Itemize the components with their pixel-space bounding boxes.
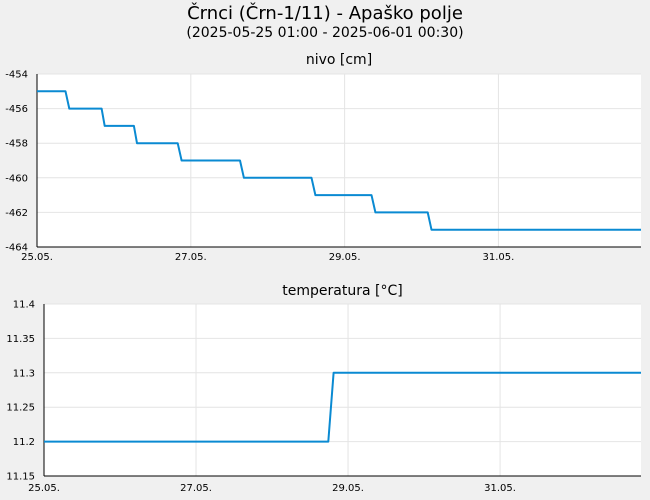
plot-area (44, 304, 641, 476)
x-tick-label: 29.05. (332, 483, 364, 494)
y-tick-label: 11.35 (6, 334, 35, 345)
panel-2: temperatura [°C] 11.4 11.35 11.3 11.25 11.2 11… (6, 283, 641, 494)
x-tick-label: 27.05. (175, 252, 207, 263)
y-tick-label: -460 (5, 173, 28, 184)
y-tick-label: 11.4 (13, 300, 35, 311)
y-tick-label: -462 (5, 208, 28, 219)
series-line (37, 90, 641, 231)
y-tick-label: -458 (5, 139, 28, 150)
x-tick-label: 25.05. (28, 483, 60, 494)
x-tick-label: 31.05. (484, 483, 516, 494)
y-tick-label: -464 (5, 243, 28, 254)
y-tick-label: 11.2 (13, 437, 35, 448)
plot-area (37, 74, 641, 247)
y-tick-label: 11.25 (6, 403, 35, 414)
panel-title: nivo [cm] (306, 52, 372, 68)
y-tick-label: 11.3 (13, 368, 35, 379)
x-tick-label: 25.05. (21, 252, 53, 263)
panel-title: temperatura [°C] (282, 283, 402, 299)
y-tick-label: 11.15 (6, 472, 35, 483)
chart-subtitle: (2025-05-25 01:00 - 2025-06-01 00:30) (186, 25, 464, 41)
x-tick-label: 29.05. (329, 252, 361, 263)
x-tick-label: 31.05. (483, 252, 515, 263)
series-line (44, 371, 641, 443)
x-tick-label: 27.05. (180, 483, 212, 494)
y-tick-label: -456 (5, 104, 28, 115)
y-tick-label: -454 (5, 70, 28, 81)
chart-title: Črnci (Črn-1/11) - Apaško polje (187, 3, 463, 24)
